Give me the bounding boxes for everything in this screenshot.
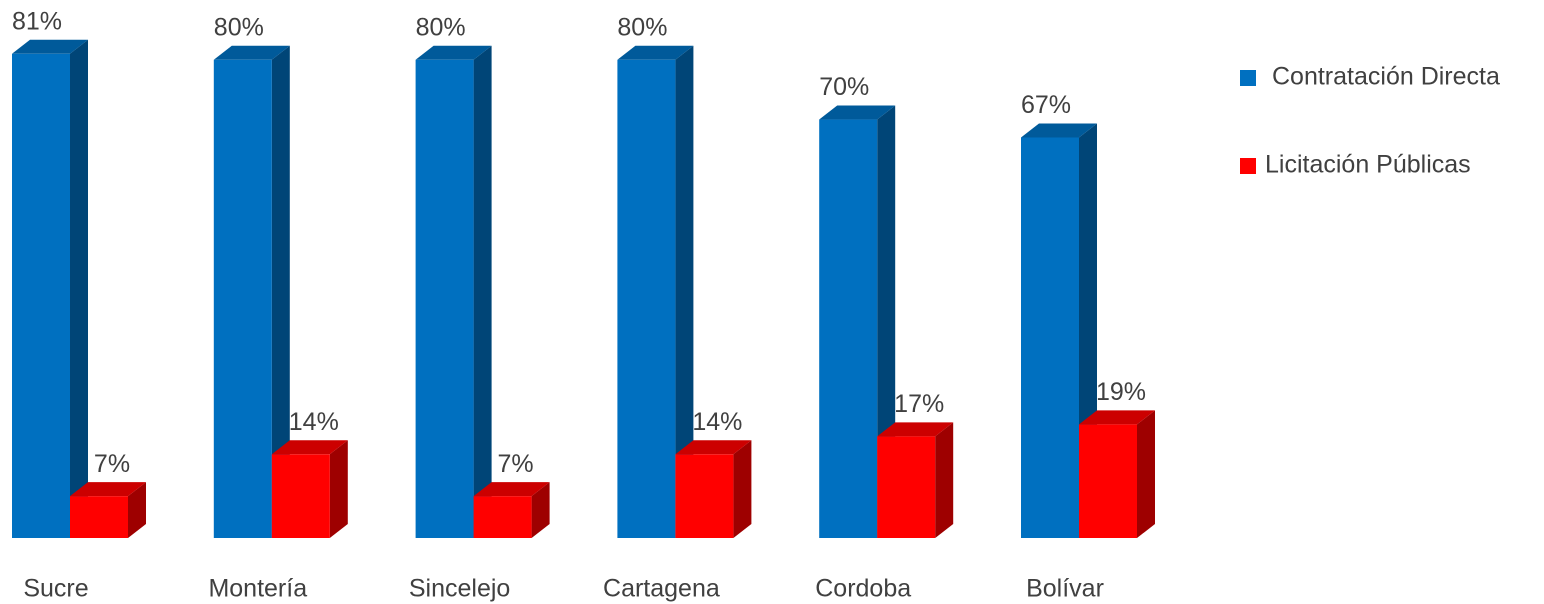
value-label: 7%	[94, 450, 130, 478]
bar-top	[415, 45, 492, 60]
value-label: 70%	[819, 73, 869, 101]
legend-label: Licitación Públicas	[1265, 151, 1471, 179]
value-label: 67%	[1021, 91, 1071, 119]
bar-top	[271, 440, 348, 455]
bar-side	[531, 482, 550, 538]
value-label: 80%	[617, 13, 667, 41]
bar-top	[617, 45, 694, 60]
x-tick-label: Cordoba	[815, 575, 911, 603]
bar-front	[473, 496, 532, 538]
bar-top	[819, 105, 896, 120]
bar-top	[70, 482, 146, 497]
value-label: 14%	[289, 408, 339, 436]
value-label: 81%	[12, 7, 62, 35]
bar-side	[733, 440, 752, 538]
bar	[819, 105, 896, 539]
x-tick-label: Sucre	[23, 575, 88, 603]
bar-side	[70, 39, 88, 539]
bar	[877, 422, 954, 538]
bar-side	[935, 422, 954, 538]
bar-front	[415, 59, 474, 539]
bar	[12, 39, 88, 539]
bar-front	[271, 454, 330, 538]
bar	[271, 440, 348, 538]
bar	[675, 440, 752, 538]
value-label: 14%	[692, 408, 742, 436]
bar-front	[1021, 137, 1079, 538]
bar-front	[877, 436, 936, 538]
value-label: 17%	[894, 390, 944, 418]
bar-top	[12, 39, 88, 54]
legend-swatch	[1240, 70, 1256, 86]
value-label: 7%	[498, 450, 534, 478]
legend-swatch	[1240, 158, 1256, 174]
bar-front	[12, 53, 70, 539]
bar	[473, 482, 550, 538]
value-label: 19%	[1096, 378, 1146, 406]
bar-front	[70, 496, 128, 538]
bar-side	[1137, 410, 1155, 538]
x-tick-label: Cartagena	[603, 575, 720, 603]
x-tick-label: Montería	[208, 575, 307, 603]
bar-top	[877, 422, 954, 437]
bar-top	[213, 45, 290, 60]
bar-side	[128, 482, 146, 538]
bar	[213, 45, 290, 539]
bar	[1021, 123, 1097, 538]
bar	[617, 45, 694, 539]
bar-top	[675, 440, 752, 455]
bar-side	[329, 440, 348, 538]
bar-top	[1021, 123, 1097, 138]
bar-front	[213, 59, 272, 539]
bar-front	[819, 119, 878, 539]
x-tick-label: Bolívar	[1026, 575, 1104, 603]
bar-side	[675, 45, 694, 539]
x-tick-label: Sincelejo	[409, 575, 510, 603]
value-label: 80%	[416, 13, 466, 41]
bar	[1079, 410, 1155, 538]
bar-side	[271, 45, 290, 539]
bar-top	[473, 482, 550, 497]
bar	[415, 45, 492, 539]
bar-front	[617, 59, 676, 539]
legend-label: Contratación Directa	[1272, 63, 1500, 91]
bar-front	[1079, 424, 1137, 538]
bar	[70, 482, 146, 538]
bar-side	[473, 45, 492, 539]
value-label: 80%	[214, 13, 264, 41]
bar-front	[675, 454, 734, 538]
bar-top	[1079, 410, 1155, 425]
